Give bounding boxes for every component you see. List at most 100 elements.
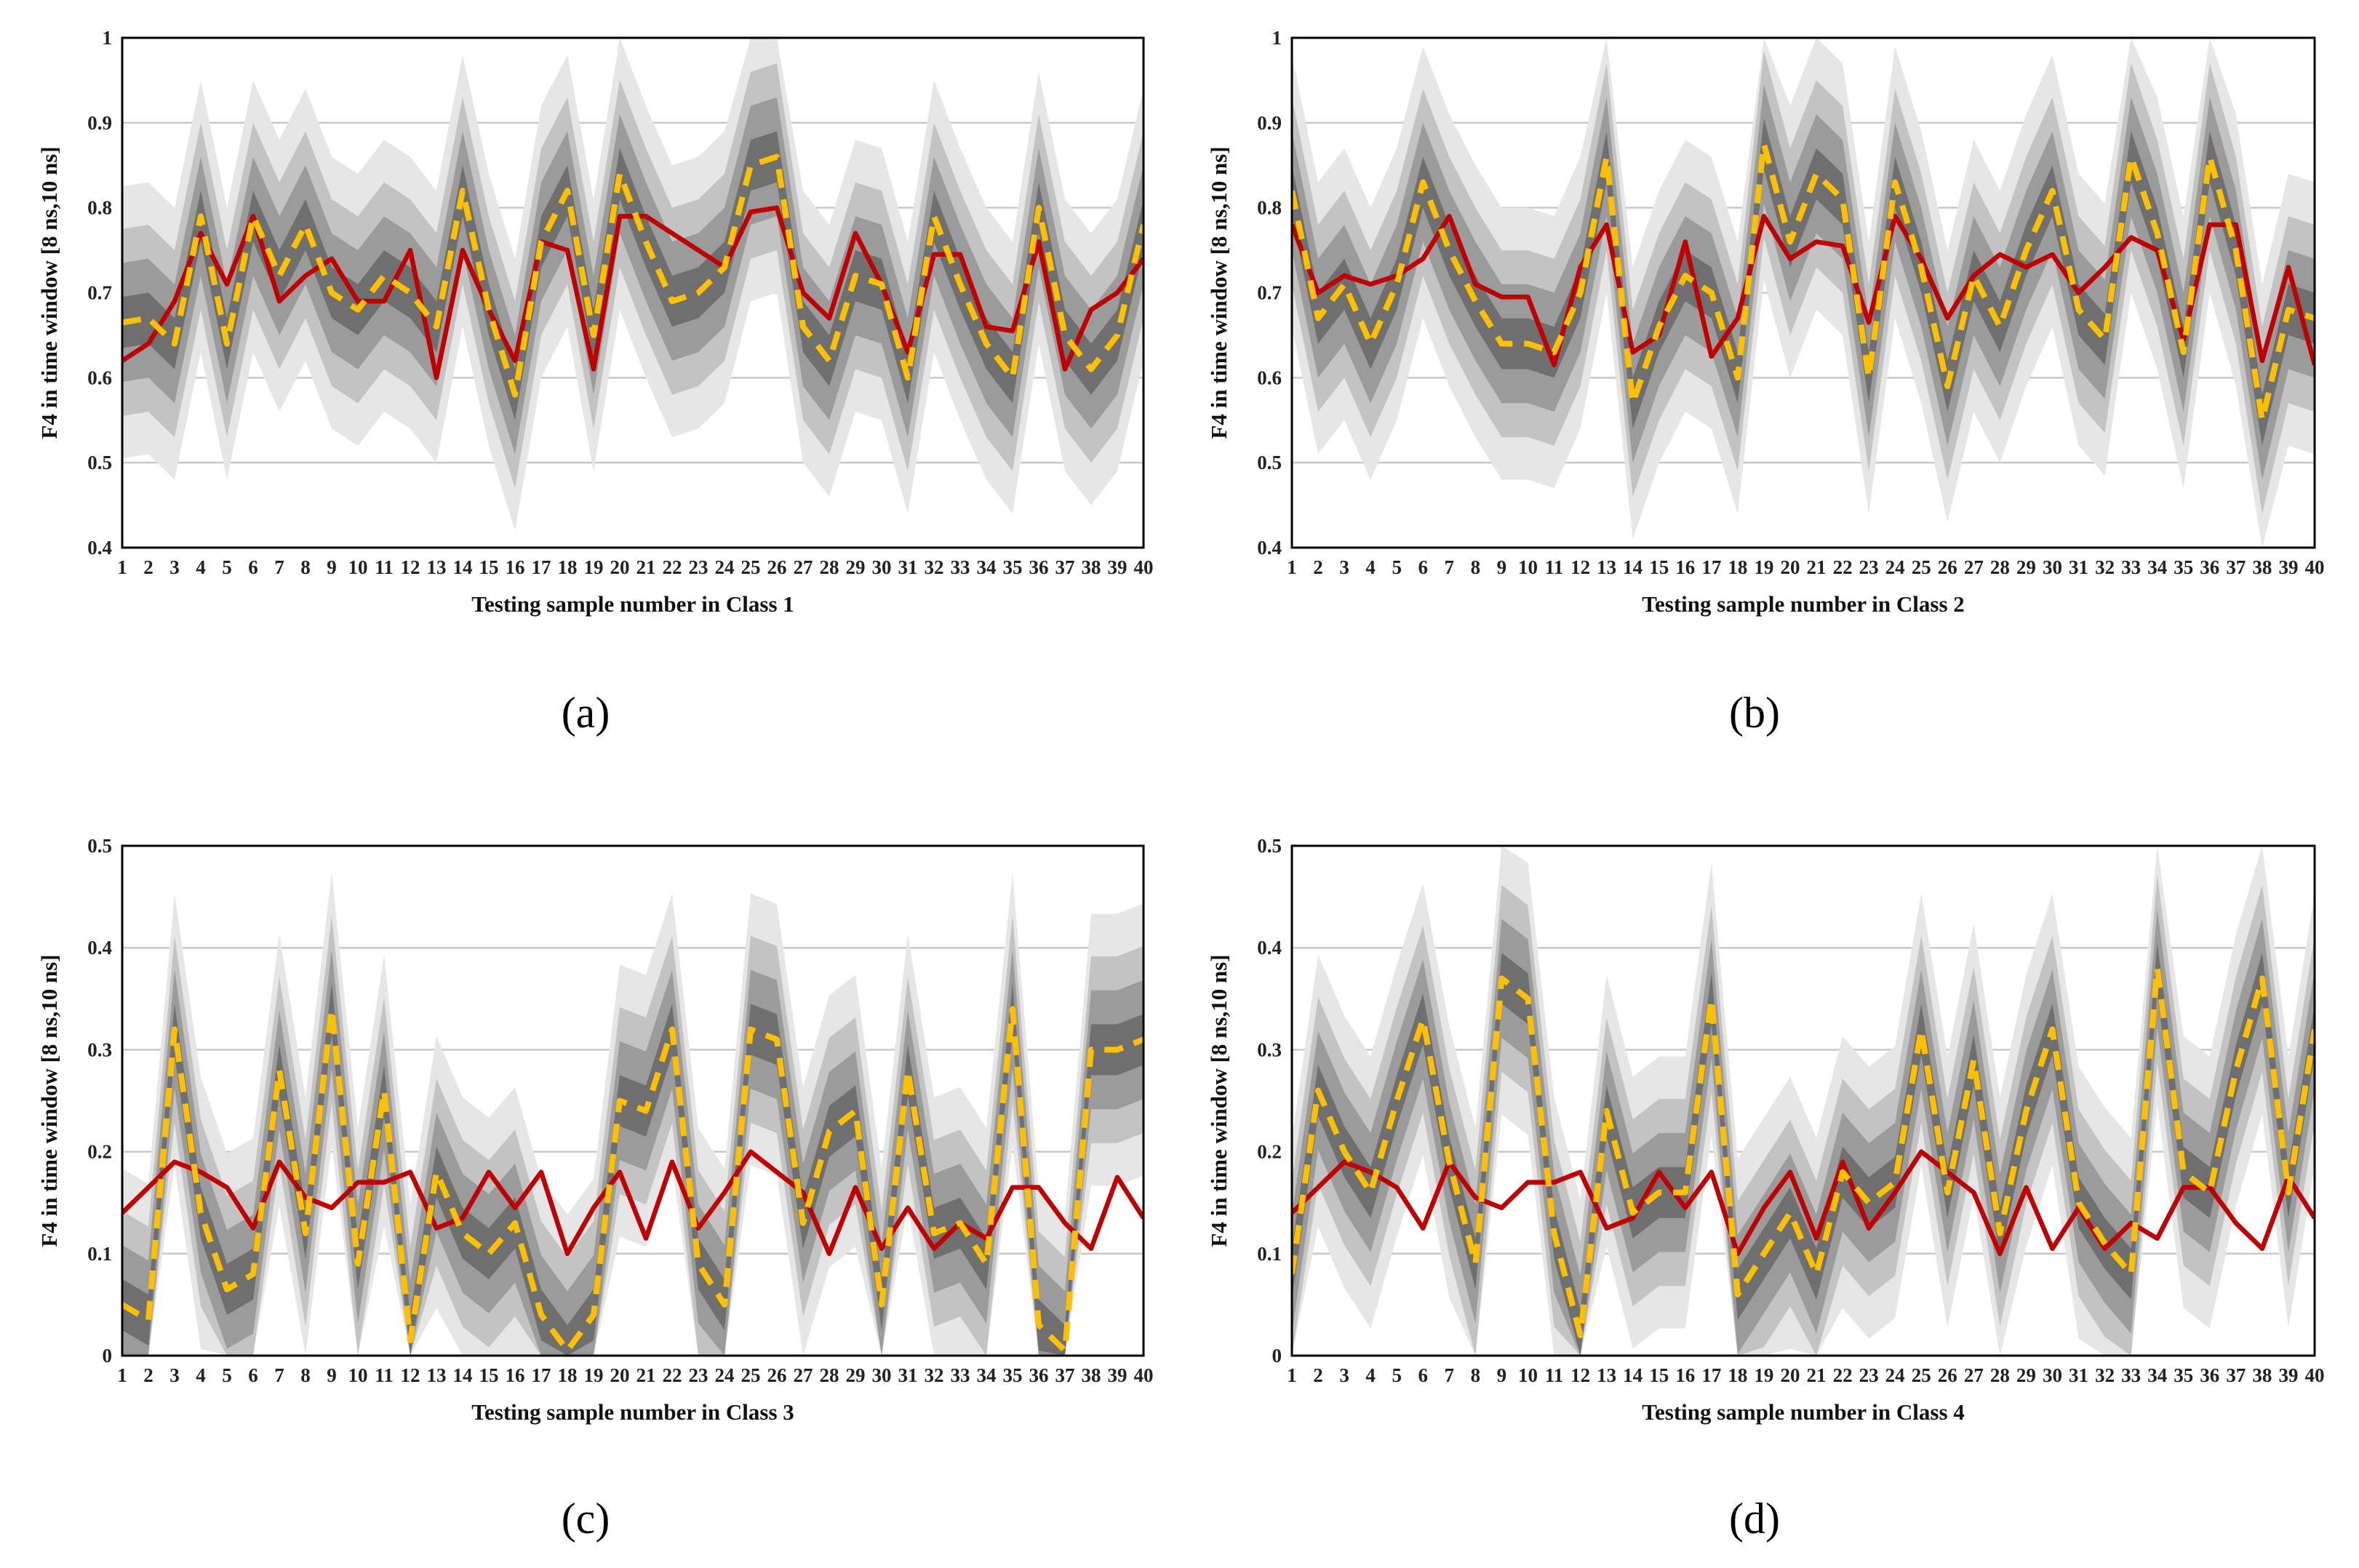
x-tick-label: 5 (1392, 556, 1402, 578)
x-tick-label: 27 (1964, 1364, 1984, 1386)
x-tick-label: 27 (794, 1364, 813, 1386)
x-tick-label: 3 (1339, 1364, 1349, 1386)
x-tick-label: 15 (1649, 556, 1669, 578)
y-tick-label: 0 (1272, 1345, 1282, 1367)
x-tick-label: 11 (1545, 1364, 1564, 1386)
chart-panel-a: 0.40.50.60.70.80.911 2 3 4 5 6 7 8 9 10 11 12 13 14 15… (36, 27, 1154, 737)
x-tick-label: 10 (348, 1364, 368, 1386)
x-tick-label: 9 (327, 556, 337, 578)
x-tick-label: 26 (767, 1364, 787, 1386)
y-tick-label: 0.8 (87, 197, 112, 219)
x-tick-label: 29 (2016, 556, 2036, 578)
panel-caption: (d) (1729, 1495, 1780, 1543)
y-tick-label: 0.7 (1257, 282, 1282, 304)
x-tick-label: 21 (1807, 556, 1827, 578)
x-tick-label: 26 (767, 556, 787, 578)
x-tick-label: 18 (558, 556, 578, 578)
x-tick-label: 6 (1418, 1364, 1429, 1386)
x-tick-label: 22 (1833, 1364, 1853, 1386)
x-tick-label: 31 (2069, 1364, 2088, 1386)
x-tick-label: 35 (1003, 1364, 1023, 1386)
x-tick-label: 14 (1623, 556, 1642, 578)
x-tick-label: 21 (636, 1364, 656, 1386)
x-axis-title: Testing sample number in Class 1 (471, 591, 794, 617)
x-tick-label: 3 (1339, 556, 1349, 578)
x-tick-label: 36 (2200, 1364, 2219, 1386)
y-tick-label: 0.9 (87, 112, 112, 134)
predicted-mean-line (122, 153, 1143, 398)
y-tick-label: 0.1 (87, 1243, 112, 1265)
x-tick-label: 29 (2016, 1364, 2036, 1386)
x-tick-label: 13 (1597, 556, 1616, 578)
x-tick-label: 10 (348, 556, 368, 578)
y-tick-label: 0.2 (1257, 1141, 1282, 1163)
x-tick-label: 40 (1134, 1364, 1154, 1386)
x-tick-label: 40 (1134, 556, 1154, 578)
x-tick-label: 1 (1287, 1364, 1297, 1386)
x-tick-label: 17 (1701, 1364, 1721, 1386)
uncertainty-bands (1292, 38, 2315, 548)
x-tick-label: 34 (977, 556, 997, 578)
x-tick-label: 31 (898, 556, 918, 578)
chart-panel-d: 00.10.20.30.40.51 2 3 4 5 6 7 8 9 10 11 12 13 14 15 16 1… (1206, 835, 2325, 1543)
y-tick-label: 1 (1272, 27, 1282, 49)
y-tick-label: 0.5 (1257, 835, 1282, 857)
x-tick-label: 23 (1859, 556, 1879, 578)
x-tick-label: 19 (1754, 556, 1773, 578)
x-tick-label: 30 (872, 1364, 892, 1386)
x-tick-label: 24 (1885, 1364, 1905, 1386)
x-tick-label: 22 (663, 556, 682, 578)
panel-caption: (a) (562, 689, 610, 737)
x-tick-label: 40 (2305, 556, 2325, 578)
uncertainty-bands (1292, 846, 2315, 1356)
x-tick-label: 28 (820, 1364, 839, 1386)
x-tick-label: 15 (479, 1364, 499, 1386)
x-tick-label: 30 (872, 556, 892, 578)
x-tick-label: 18 (1728, 1364, 1747, 1386)
x-tick-label: 31 (898, 1364, 918, 1386)
x-tick-label: 2 (1313, 556, 1323, 578)
x-tick-label: 40 (2305, 1364, 2325, 1386)
x-tick-label: 8 (300, 556, 311, 578)
x-tick-label: 6 (248, 1364, 258, 1386)
x-tick-label: 39 (1108, 556, 1127, 578)
x-tick-label: 2 (1313, 1364, 1323, 1386)
x-tick-label: 11 (375, 1364, 394, 1386)
x-tick-label: 1 (117, 556, 127, 578)
y-tick-label: 0.3 (1257, 1039, 1282, 1060)
x-tick-label: 34 (977, 1364, 997, 1386)
x-tick-label: 35 (2174, 556, 2193, 578)
x-tick-label: 26 (1938, 1364, 1957, 1386)
x-tick-label: 19 (584, 556, 604, 578)
x-tick-label: 29 (846, 556, 866, 578)
x-tick-label: 20 (610, 1364, 630, 1386)
x-axis-title: Testing sample number in Class 2 (1642, 591, 1965, 617)
x-tick-label: 11 (1545, 556, 1564, 578)
x-tick-label: 25 (1912, 1364, 1931, 1386)
x-tick-label: 16 (506, 1364, 525, 1386)
x-tick-label: 29 (846, 1364, 866, 1386)
x-tick-label: 5 (222, 1364, 232, 1386)
band-mid (1292, 874, 2315, 1356)
x-tick-label: 15 (479, 556, 499, 578)
x-tick-label: 18 (558, 1364, 578, 1386)
x-tick-label: 12 (1570, 1364, 1590, 1386)
x-tick-label: 3 (169, 556, 180, 578)
x-tick-label: 37 (1055, 1364, 1075, 1386)
y-axis-title: F4 in time window [8 ns,10 ns] (36, 146, 62, 439)
x-tick-label: 20 (1780, 1364, 1800, 1386)
x-tick-label: 18 (1728, 556, 1747, 578)
x-tick-label: 14 (453, 1364, 473, 1386)
x-tick-label: 25 (741, 1364, 761, 1386)
band-core (122, 131, 1143, 420)
x-tick-label: 5 (222, 556, 232, 578)
x-tick-label: 9 (1497, 1364, 1507, 1386)
x-tick-label: 24 (715, 556, 735, 578)
measured-line (1292, 214, 2315, 368)
x-tick-label: 31 (2069, 556, 2088, 578)
x-tick-label: 1 (1287, 556, 1297, 578)
x-tick-label: 3 (169, 1364, 180, 1386)
y-tick-label: 0.1 (1257, 1243, 1282, 1265)
x-tick-label: 24 (1885, 556, 1905, 578)
